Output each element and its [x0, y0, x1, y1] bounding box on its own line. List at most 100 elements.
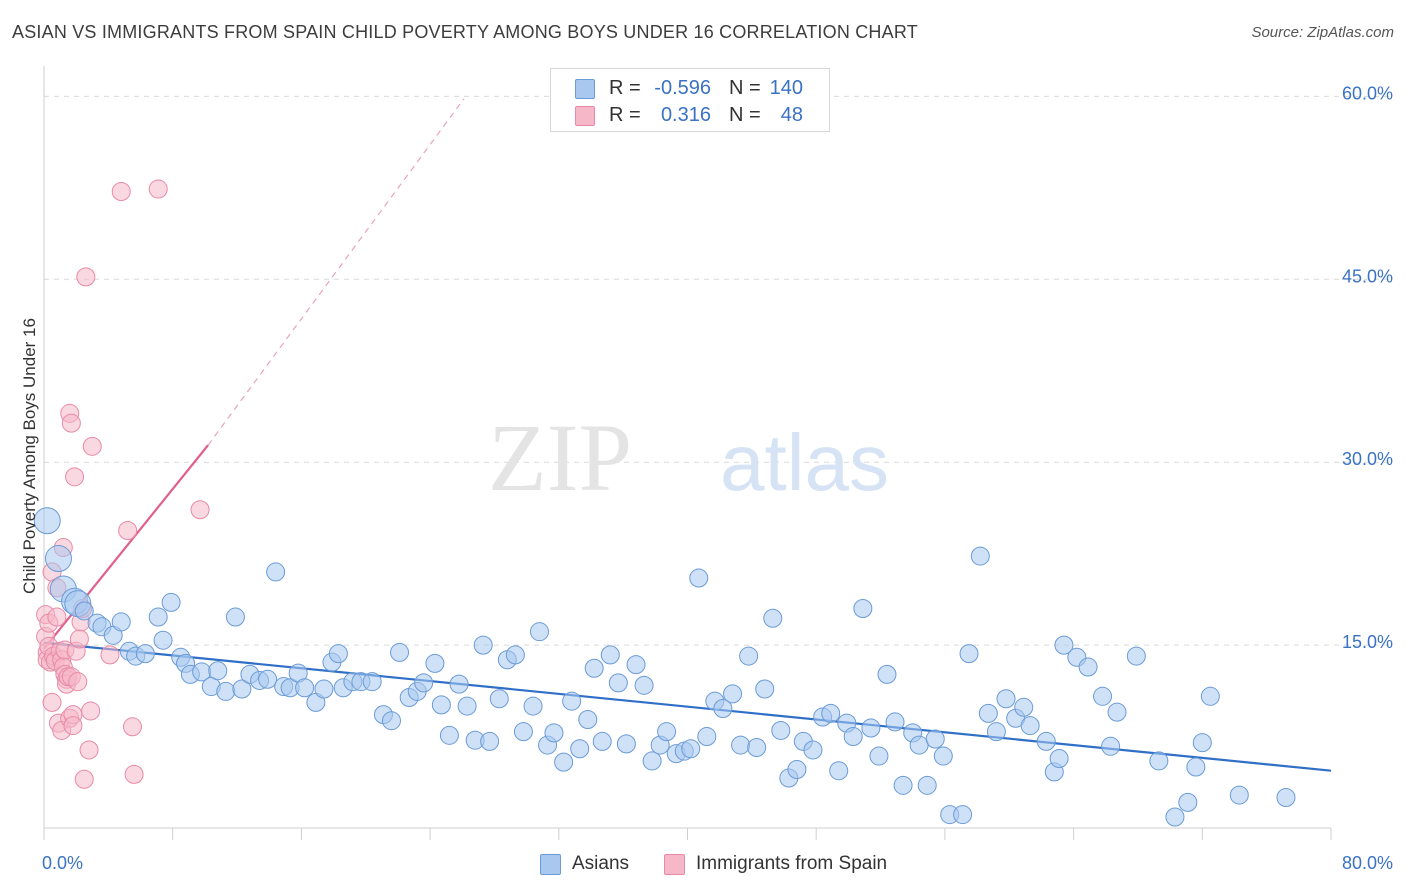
asian-point-22	[216, 681, 236, 701]
asian-point-62	[544, 723, 564, 743]
asian-point-117	[996, 689, 1016, 709]
asian-point-50	[449, 674, 469, 694]
asian-point-123	[1049, 748, 1069, 768]
asian-point-127	[1093, 686, 1113, 706]
asian-point-73	[634, 675, 654, 695]
asian-point-79	[681, 739, 701, 759]
spain-point-44	[122, 717, 142, 737]
r-label: R =	[609, 104, 641, 126]
r-value: 0.316	[660, 104, 711, 126]
y-tick-label-0: 15.0%	[1342, 632, 1393, 652]
asian-point-5	[74, 601, 94, 621]
asian-point-87	[747, 738, 767, 758]
asian-point-28	[266, 562, 286, 582]
asian-point-120	[1020, 716, 1040, 736]
asian-point-86	[739, 646, 759, 666]
asian-point-36	[328, 644, 348, 664]
asian-point-58	[513, 722, 533, 742]
asian-point-64	[562, 691, 582, 711]
asian-point-131	[1149, 751, 1169, 771]
asian-point-67	[584, 658, 604, 678]
asian-point-116	[986, 722, 1006, 742]
asian-point-1	[44, 545, 72, 573]
asian-point-90	[771, 720, 791, 740]
asian-point-66	[578, 709, 598, 729]
asian-point-9	[111, 612, 131, 632]
asian-point-21	[208, 661, 228, 681]
asian-point-96	[821, 703, 841, 723]
asian-point-15	[161, 592, 181, 612]
r-label: R =	[609, 77, 641, 99]
watermark-atlas: atlas	[720, 418, 889, 507]
spain-point-43	[118, 520, 138, 540]
spain-point-26	[61, 413, 81, 433]
y-tick-label-2: 45.0%	[1342, 266, 1393, 286]
asian-point-104	[885, 712, 905, 732]
asian-point-51	[457, 696, 477, 716]
asian-point-70	[608, 673, 628, 693]
source-label: Source: ZipAtlas.com	[1251, 24, 1394, 41]
asian-point-46	[414, 673, 434, 693]
asian-point-63	[554, 752, 574, 772]
asian-point-138	[1276, 788, 1296, 808]
spain-legend-swatch	[664, 854, 685, 875]
asian-point-47	[425, 653, 445, 673]
gridlines	[44, 95, 1394, 646]
asian-point-54	[480, 731, 500, 751]
asian-point-65	[570, 739, 590, 759]
asian-point-68	[592, 731, 612, 751]
spain-point-36	[74, 769, 94, 789]
asian-point-99	[843, 727, 863, 747]
spain-point-32	[68, 672, 88, 692]
asian-point-107	[909, 735, 929, 755]
tick-labels: 15.0% 30.0% 45.0% 60.0% 0.0% 80.0%	[42, 83, 1393, 873]
spain-trend-extension	[207, 98, 465, 446]
spain-point-37	[76, 267, 96, 287]
n-label: N =	[729, 104, 761, 126]
n-value: 140	[769, 77, 803, 99]
spain-point-41	[100, 645, 120, 665]
asian-point-84	[723, 684, 743, 704]
n-value: 48	[780, 104, 803, 126]
asian-point-110	[933, 746, 953, 766]
asian-point-60	[529, 622, 549, 642]
spain-point-47	[190, 500, 210, 520]
asian-point-135	[1192, 733, 1212, 753]
chart-title: ASIAN VS IMMIGRANTS FROM SPAIN CHILD POV…	[12, 22, 918, 42]
spain-point-46	[148, 179, 168, 199]
asian-point-89	[763, 608, 783, 628]
x-tick-label-1: 80.0%	[1342, 853, 1393, 873]
asian-point-80	[689, 568, 709, 588]
asian-point-109	[925, 729, 945, 749]
asian-point-130	[1126, 646, 1146, 666]
asian-point-136	[1200, 686, 1220, 706]
asian-point-32	[295, 678, 315, 698]
asian-point-48	[431, 695, 451, 715]
r-value: -0.596	[654, 77, 711, 99]
asian-point-71	[616, 734, 636, 754]
asian-point-100	[853, 599, 873, 619]
asians-swatch	[575, 79, 595, 99]
watermark-zip: ZIP	[488, 404, 632, 511]
asian-point-13	[148, 607, 168, 627]
asian-point-0	[33, 507, 61, 535]
legend-row-asians: R = -0.596 N = 140	[551, 75, 829, 101]
spain-swatch	[575, 106, 595, 126]
x-tick-label-0: 0.0%	[42, 853, 83, 873]
asian-point-49	[439, 725, 459, 745]
spain-point-40	[82, 436, 102, 456]
data-points	[33, 179, 1296, 827]
asian-point-119	[1014, 697, 1034, 717]
asian-point-128	[1101, 736, 1121, 756]
asian-point-133	[1178, 792, 1198, 812]
asian-point-81	[697, 727, 717, 747]
asian-point-137	[1229, 785, 1249, 805]
asian-point-92	[787, 759, 807, 779]
y-tick-label-3: 60.0%	[1342, 83, 1393, 103]
asian-point-85	[731, 735, 751, 755]
asian-point-134	[1186, 757, 1206, 777]
spain-point-39	[81, 701, 101, 721]
asian-point-129	[1107, 702, 1127, 722]
asian-point-114	[970, 546, 990, 566]
asian-point-126	[1078, 657, 1098, 677]
